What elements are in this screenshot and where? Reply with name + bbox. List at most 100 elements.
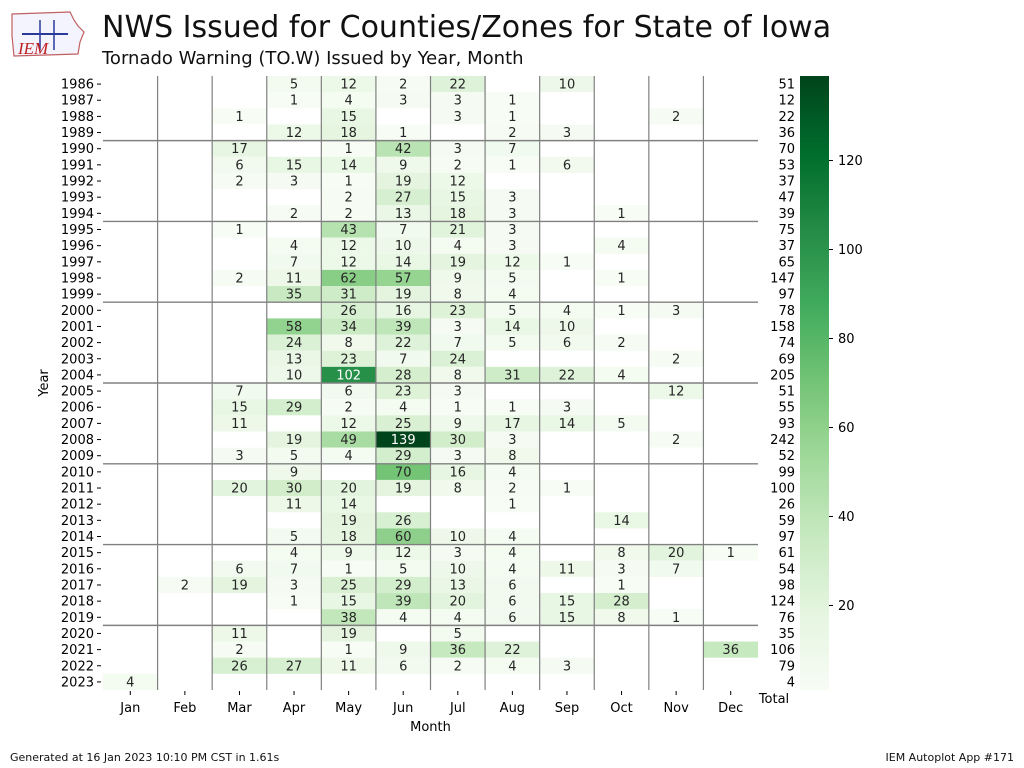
heatmap-cell	[375, 350, 431, 367]
cell-value-label: 7	[399, 223, 407, 238]
heatmap-cell	[485, 302, 540, 319]
colorbar	[800, 76, 829, 690]
cell-value-label: 15	[559, 595, 576, 610]
cell-value-label: 2	[290, 207, 298, 222]
cell-value-label: 4	[508, 465, 516, 480]
cell-value-label: 19	[395, 175, 412, 190]
cell-value-label: 27	[395, 191, 412, 206]
cell-value-label: 8	[617, 611, 625, 626]
year-tick-label: 2012	[61, 498, 94, 513]
cell-value-label: 3	[508, 223, 516, 238]
cell-value-label: 21	[450, 223, 467, 238]
cell-value-label: 10	[559, 320, 576, 335]
cell-value-label: 1	[235, 110, 243, 125]
heatmap-cell	[375, 286, 431, 303]
cell-value-label: 4	[617, 239, 625, 254]
heatmap-cell	[594, 205, 649, 222]
cell-value-label: 12	[668, 385, 685, 400]
cell-value-label: 1	[344, 562, 352, 577]
heatmap-cell	[430, 528, 486, 545]
heatmap-cell	[266, 237, 322, 254]
heatmap-cell	[485, 366, 540, 383]
heatmap-cell	[485, 415, 540, 432]
year-total-value: 106	[770, 643, 795, 658]
heatmap-cell	[703, 544, 758, 561]
year-total-value: 78	[778, 304, 795, 319]
heatmap-cell	[321, 350, 376, 367]
heatmap-cell	[375, 528, 431, 545]
heatmap-cell	[430, 334, 486, 351]
x-axis-label: Month	[410, 720, 451, 735]
heatmap-cell	[266, 528, 322, 545]
cell-value-label: 26	[231, 659, 248, 674]
year-tick-label: 1993	[61, 191, 94, 206]
cell-value-label: 8	[344, 336, 352, 351]
year-total-value: 74	[778, 336, 795, 351]
cell-value-label: 1	[617, 207, 625, 222]
year-tick-label: 2022	[61, 659, 94, 674]
heatmap-cell	[375, 140, 431, 157]
cell-value-label: 19	[450, 255, 467, 270]
year-total-value: 147	[770, 271, 795, 286]
year-total-value: 75	[778, 223, 795, 238]
cell-value-label: 1	[235, 223, 243, 238]
cell-value-label: 39	[395, 595, 412, 610]
heatmap-cell	[539, 124, 595, 141]
heatmap-cell	[321, 544, 376, 561]
year-tick-label: 2014	[61, 530, 94, 545]
cell-value-label: 6	[235, 158, 243, 173]
heatmap-cell	[321, 560, 376, 577]
year-tick-label: 1997	[61, 255, 94, 270]
month-tick-label: Oct	[610, 701, 632, 716]
heatmap-cell	[648, 108, 704, 125]
cell-value-label: 36	[722, 643, 739, 658]
heatmap-cell	[539, 318, 595, 335]
heatmap-cell	[321, 496, 376, 513]
cell-value-label: 10	[395, 239, 412, 254]
heatmap-cell	[212, 108, 267, 125]
cell-value-label: 10	[559, 78, 576, 93]
cell-value-label: 28	[613, 595, 630, 610]
cell-value-label: 9	[290, 465, 298, 480]
heatmap-cell	[594, 544, 649, 561]
heatmap-cell	[485, 657, 540, 674]
heatmap-cell	[212, 156, 267, 173]
heatmap-cell-labels: 5 12 2 22 101 4 3 3 11 15 3 1 212 18 1 2 317 1 42 3 76 15 14 9 2…	[126, 78, 739, 691]
heatmap-cell	[321, 221, 376, 238]
cell-value-label: 4	[617, 368, 625, 383]
cell-value-label: 26	[395, 514, 412, 529]
cell-value-label: 7	[399, 352, 407, 367]
heatmap-cells	[103, 76, 758, 690]
year-total-value: 79	[778, 659, 795, 674]
heatmap-cell	[430, 318, 486, 335]
heatmap-cell	[321, 318, 376, 335]
heatmap-cell	[321, 302, 376, 319]
cell-value-label: 1	[290, 94, 298, 109]
heatmap-cell	[266, 399, 322, 416]
cell-value-label: 16	[450, 465, 467, 480]
heatmap-cell	[430, 172, 486, 190]
heatmap-cell	[212, 576, 267, 594]
cell-value-label: 36	[450, 643, 467, 658]
heatmap-cell	[485, 221, 540, 238]
heatmap-cell	[321, 479, 376, 497]
cell-value-label: 4	[508, 546, 516, 561]
year-total-value: 69	[778, 352, 795, 367]
cell-value-label: 26	[340, 304, 357, 319]
cell-value-label: 1	[508, 110, 516, 125]
cell-value-label: 3	[290, 578, 298, 593]
heatmap-cell	[321, 253, 376, 270]
year-tick-label: 2005	[61, 385, 94, 400]
cell-value-label: 14	[340, 498, 357, 513]
year-total-value: 205	[770, 368, 795, 383]
cell-value-label: 11	[231, 417, 248, 432]
heatmap-cell	[321, 237, 376, 254]
heatmap-cell	[375, 124, 431, 141]
cell-value-label: 3	[290, 175, 298, 190]
cell-value-label: 5	[290, 78, 298, 93]
cell-value-label: 7	[454, 336, 462, 351]
year-total-value: 51	[778, 385, 795, 400]
heatmap-cell	[539, 76, 595, 93]
heatmap-cell	[375, 334, 431, 351]
year-total-value: 55	[778, 401, 795, 416]
